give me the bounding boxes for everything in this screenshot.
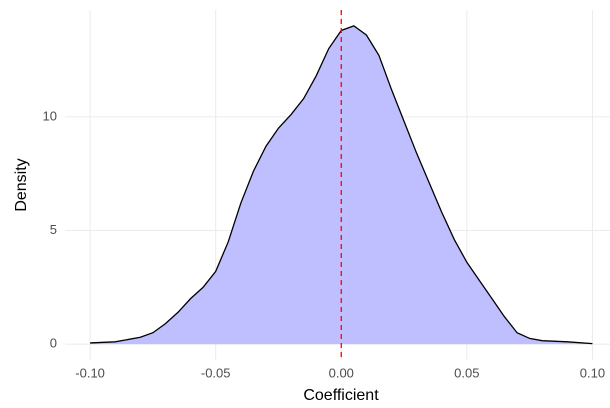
x-axis-title: Coefficient: [303, 387, 379, 404]
x-tick-label: 0.05: [454, 365, 479, 380]
x-tick-label: -0.10: [75, 365, 105, 380]
x-tick-label: 0.10: [580, 365, 605, 380]
y-tick-label: 0: [50, 336, 57, 351]
x-tick-label: 0.00: [329, 365, 354, 380]
y-tick-label: 10: [43, 108, 57, 123]
x-tick-label: -0.05: [201, 365, 231, 380]
y-axis-title: Density: [13, 158, 30, 211]
y-tick-label: 5: [50, 222, 57, 237]
